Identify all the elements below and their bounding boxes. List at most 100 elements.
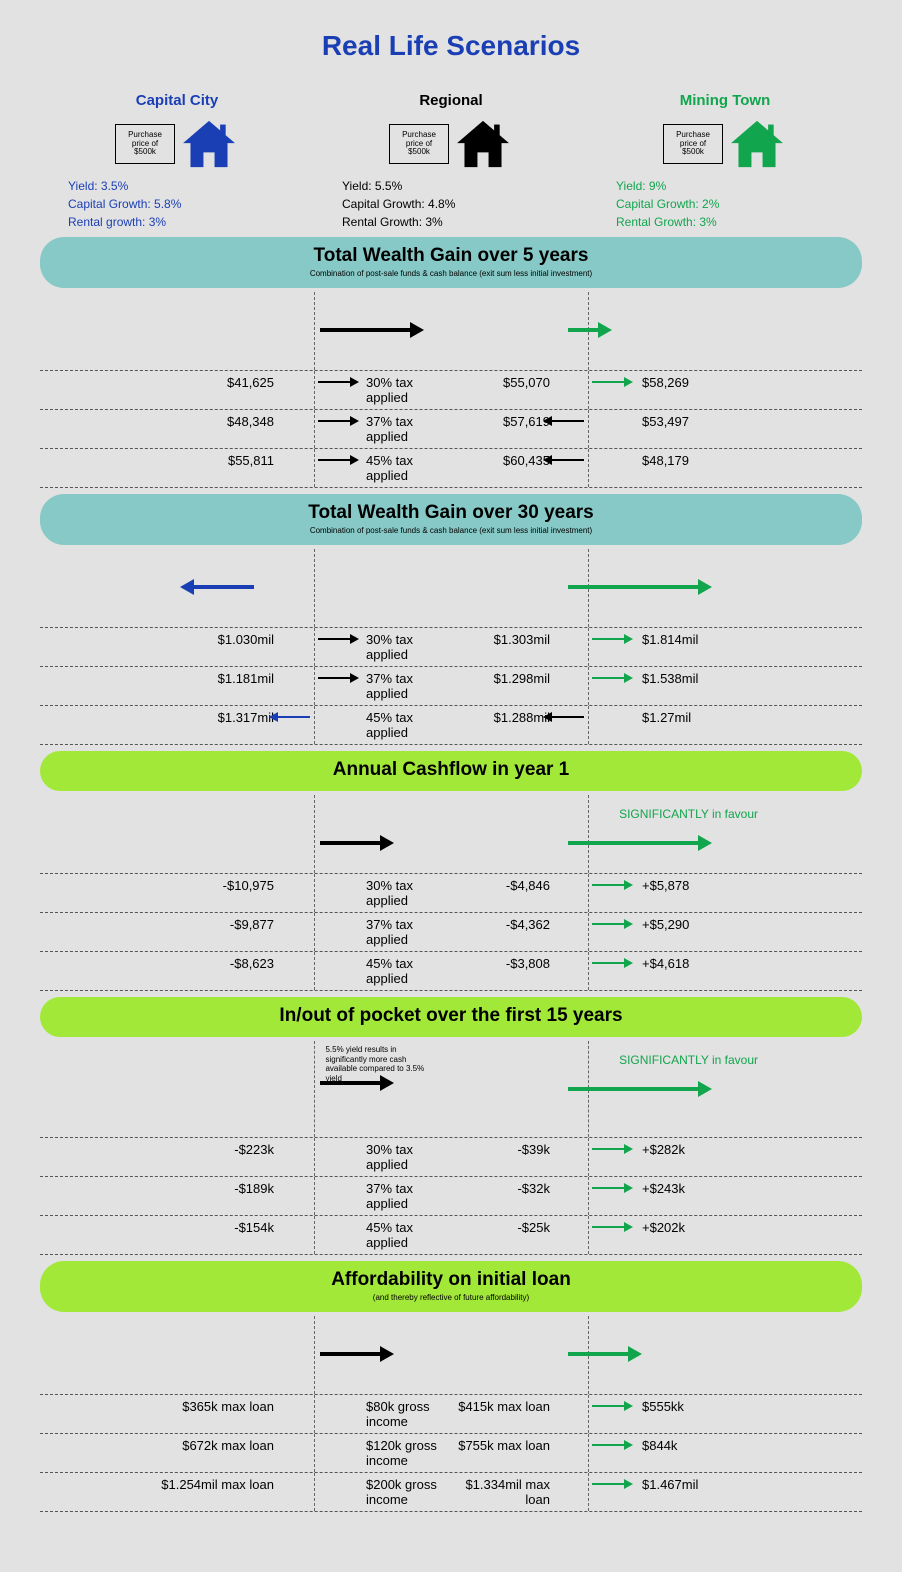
growth-label: Capital Growth: 5.8% <box>68 195 306 213</box>
rental-label: Rental Growth: 3% <box>342 213 580 231</box>
section-title: Total Wealth Gain over 30 years <box>52 502 850 524</box>
arrow-right-icon <box>592 880 633 890</box>
data-row: $672k max loan $120k gross income $755k … <box>40 1433 862 1472</box>
yield-label: Yield: 5.5% <box>342 177 580 195</box>
left-value: $41,625 <box>40 371 314 409</box>
mid-cell: 37% tax applied -$32k <box>314 1177 588 1215</box>
left-value: $1.181mil <box>40 667 314 705</box>
section-wealth5: Total Wealth Gain over 5 yearsCombinatio… <box>40 237 862 488</box>
arrow-right-icon <box>568 322 612 338</box>
arrow-right-icon <box>592 1401 633 1411</box>
arrow-right-icon <box>592 958 633 968</box>
section-pocket15: In/out of pocket over the first 15 years… <box>40 997 862 1255</box>
house-graphic: Purchase price of $500k <box>322 119 580 169</box>
scenario-stats: Yield: 9% Capital Growth: 2% Rental Grow… <box>596 177 854 231</box>
arrow-right-icon <box>318 673 359 683</box>
section-banner: Total Wealth Gain over 30 yearsCombinati… <box>40 494 862 545</box>
arrow-right-icon <box>592 1479 633 1489</box>
mid-cell: $200k gross income $1.334mil max loan <box>314 1473 588 1511</box>
mid-label: 45% tax applied <box>322 1220 451 1250</box>
mid-value: $1.303mil <box>451 632 580 662</box>
house-graphic: Purchase price of $500k <box>596 119 854 169</box>
data-row: $1.030mil 30% tax applied $1.303mil $1.8… <box>40 627 862 666</box>
arrow-right-icon <box>568 579 712 595</box>
mid-cell: 30% tax applied -$39k <box>314 1138 588 1176</box>
mid-value: -$32k <box>451 1181 580 1211</box>
arrow-right-icon <box>320 1346 394 1362</box>
section-title: Affordability on initial loan <box>52 1269 850 1291</box>
arrow-right-icon <box>592 673 633 683</box>
left-value: $48,348 <box>40 410 314 448</box>
scenario-stats: Yield: 3.5% Capital Growth: 5.8% Rental … <box>48 177 306 231</box>
scenario-headers: Capital City Purchase price of $500k Yie… <box>40 92 862 231</box>
data-row: $41,625 30% tax applied $55,070 $58,269 <box>40 370 862 409</box>
house-icon <box>453 119 513 169</box>
mid-cell: $80k gross income $415k max loan <box>314 1395 588 1433</box>
arrow-right-icon <box>320 1075 394 1091</box>
scenario-stats: Yield: 5.5% Capital Growth: 4.8% Rental … <box>322 177 580 231</box>
section-afford: Affordability on initial loan (and thereb… <box>40 1261 862 1512</box>
section-banner: Affordability on initial loan (and thereb… <box>40 1261 862 1312</box>
scenario-mining: Mining Town Purchase price of $500k Yiel… <box>588 92 862 231</box>
arrow-right-icon <box>568 1346 642 1362</box>
growth-label: Capital Growth: 2% <box>616 195 854 213</box>
arrow-right-icon <box>318 377 359 387</box>
arrow-right-icon <box>592 634 633 644</box>
mid-value: -$39k <box>451 1142 580 1172</box>
mid-cell: 45% tax applied -$25k <box>314 1216 588 1254</box>
mid-label: 45% tax applied <box>322 956 451 986</box>
mid-label: 30% tax applied <box>322 878 451 908</box>
data-row: -$8,623 45% tax applied -$3,808 +$4,618 <box>40 951 862 991</box>
data-row: -$9,877 37% tax applied -$4,362 +$5,290 <box>40 912 862 951</box>
arrow-left-icon <box>180 579 254 595</box>
mid-cell: 37% tax applied -$4,362 <box>314 913 588 951</box>
section-hero: SIGNIFICANTLY in favour <box>40 795 862 873</box>
left-value: -$10,975 <box>40 874 314 912</box>
data-row: $1.317mil 45% tax applied $1.288mil $1.2… <box>40 705 862 745</box>
yield-label: Yield: 3.5% <box>68 177 306 195</box>
mid-value: -$4,846 <box>451 878 580 908</box>
mid-value: $55,070 <box>451 375 580 405</box>
mid-value: -$4,362 <box>451 917 580 947</box>
mid-label: $80k gross income <box>322 1399 451 1429</box>
section-cashflow: Annual Cashflow in year 1 SIGNIFICANTLY … <box>40 751 862 991</box>
page-title: Real Life Scenarios <box>40 30 862 62</box>
scenario-capital: Capital City Purchase price of $500k Yie… <box>40 92 314 231</box>
section-title: In/out of pocket over the first 15 years <box>52 1005 850 1027</box>
right-value: $53,497 <box>588 410 862 448</box>
left-value: -$223k <box>40 1138 314 1176</box>
rental-label: Rental growth: 3% <box>68 213 306 231</box>
left-value: $365k max loan <box>40 1395 314 1433</box>
left-value: $55,811 <box>40 449 314 487</box>
left-value: -$9,877 <box>40 913 314 951</box>
mid-cell: 45% tax applied -$3,808 <box>314 952 588 990</box>
data-row: $48,348 37% tax applied $57,619 $53,497 <box>40 409 862 448</box>
arrow-right-icon <box>318 455 359 465</box>
right-value: $1.27mil <box>588 706 862 744</box>
section-hero <box>40 1316 862 1394</box>
arrow-right-icon <box>592 1183 633 1193</box>
left-value: $1.030mil <box>40 628 314 666</box>
section-title: Annual Cashflow in year 1 <box>52 759 850 781</box>
left-value: -$154k <box>40 1216 314 1254</box>
arrow-left-icon <box>543 416 584 426</box>
mid-value: $1.334mil max loan <box>451 1477 580 1507</box>
house-icon <box>179 119 239 169</box>
price-label: Purchase price of $500k <box>115 124 175 164</box>
scenario-name: Capital City <box>48 92 306 109</box>
section-hero: SIGNIFICANTLY in favour5.5% yield result… <box>40 1041 862 1137</box>
left-value: $1.254mil max loan <box>40 1473 314 1511</box>
mid-value: $415k max loan <box>451 1399 580 1429</box>
house-graphic: Purchase price of $500k <box>48 119 306 169</box>
price-label: Purchase price of $500k <box>389 124 449 164</box>
data-row: -$154k 45% tax applied -$25k +$202k <box>40 1215 862 1255</box>
price-label: Purchase price of $500k <box>663 124 723 164</box>
section-subtitle: (and thereby reflective of future afford… <box>52 1293 850 1302</box>
data-row: -$10,975 30% tax applied -$4,846 +$5,878 <box>40 873 862 912</box>
arrow-right-icon <box>592 1144 633 1154</box>
mid-label: 30% tax applied <box>322 1142 451 1172</box>
scenario-name: Mining Town <box>596 92 854 109</box>
arrow-right-icon <box>568 835 712 851</box>
arrow-right-icon <box>592 919 633 929</box>
arrow-right-icon <box>320 322 424 338</box>
